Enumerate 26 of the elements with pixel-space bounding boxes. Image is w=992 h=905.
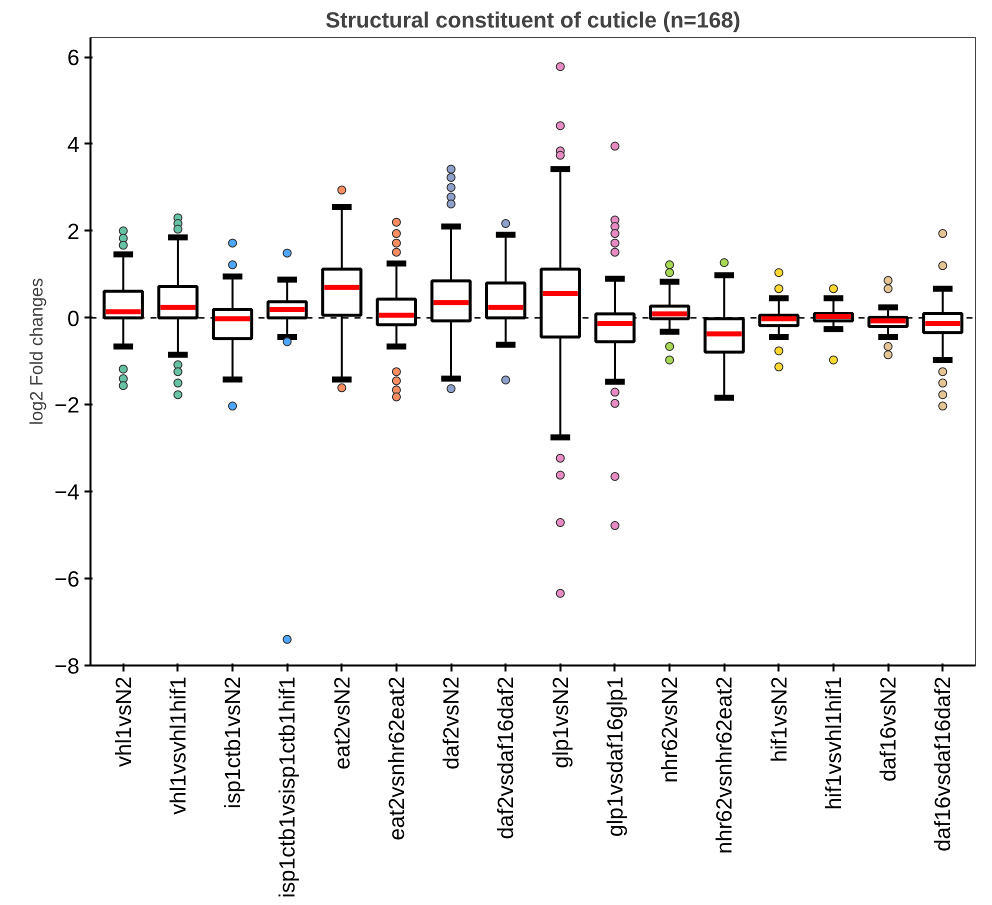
- x-tick-label: nhr62vsN2: [657, 676, 682, 783]
- y-axis-title: log2 Fold changes: [26, 278, 46, 426]
- x-tick-label: daf2vsN2: [438, 676, 464, 770]
- x-tick-label: hif1vsN2: [766, 676, 792, 762]
- y-tick-label: 2: [67, 218, 80, 244]
- y-tick-label: 4: [67, 132, 80, 157]
- y-tick-label: −8: [54, 654, 80, 678]
- x-tick-label: eat2vsN2: [329, 676, 354, 770]
- x-tick-label: isp1ctb1vsisp1ctb1hif1: [274, 676, 300, 898]
- chart-title: Structural constituent of cuticle (n=168): [325, 8, 741, 32]
- x-tick-label: daf2vsdaf16daf2: [493, 676, 518, 840]
- x-tick-label: vhl1vsN2: [110, 676, 136, 767]
- y-tick-label: 0: [67, 306, 80, 331]
- x-tick-label: daf16vsN2: [876, 676, 901, 782]
- x-tick-label: hif1vsvhl1hif1: [820, 676, 846, 810]
- x-tick-label: isp1ctb1vsN2: [220, 676, 246, 809]
- y-tick-label: −6: [54, 566, 80, 592]
- x-tick-label: nhr62vsnhr62eat2: [712, 676, 737, 854]
- y-tick-label: −2: [54, 392, 80, 418]
- x-tick-label: vhl1vsvhl1hif1: [165, 676, 190, 815]
- x-tick-label: eat2vsnhr62eat2: [384, 676, 409, 840]
- y-tick-label: −4: [54, 480, 80, 505]
- x-tick-label: glp1vsdaf16glp1: [602, 676, 628, 837]
- x-tick-label: glp1vsN2: [548, 676, 573, 768]
- y-tick-label: 6: [67, 45, 80, 70]
- x-tick-label: daf16vsdaf16daf2: [930, 676, 956, 852]
